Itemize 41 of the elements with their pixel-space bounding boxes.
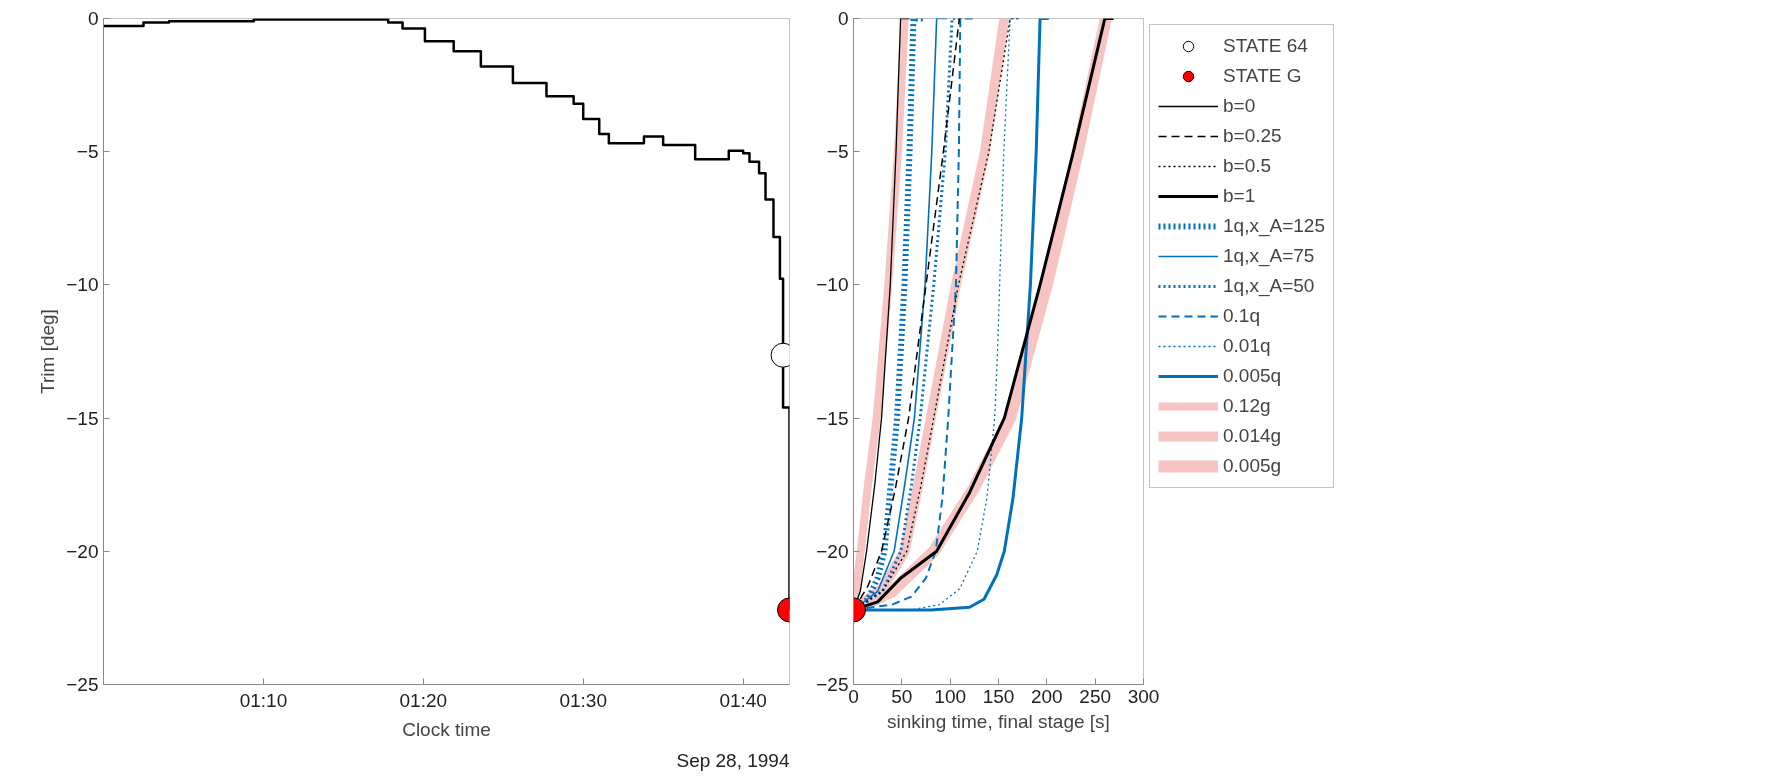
x-tick-label: 300 (1127, 685, 1160, 707)
legend-label: b=1 (1223, 184, 1256, 208)
y-tick-label: −5 (826, 141, 849, 163)
legend-label: 1q,x_A=125 (1223, 214, 1325, 239)
legend-label: STATE 64 (1223, 34, 1308, 58)
x-axis-title: Clock time (402, 718, 491, 740)
legend-label: 0.014g (1223, 424, 1282, 448)
legend-label: b=0.25 (1223, 124, 1282, 148)
y-tick-label: −15 (816, 407, 849, 429)
y-tick-label: −10 (66, 274, 99, 296)
y-tick-label: 0 (837, 8, 849, 29)
x-tick-label: 250 (1079, 685, 1112, 707)
y-tick-label: −20 (66, 540, 99, 562)
x-tick-label: 01:10 (239, 689, 288, 711)
x-tick-label: 150 (982, 685, 1015, 707)
legend-label: 1q,x_A=75 (1223, 244, 1315, 269)
y-tick-label: −15 (66, 407, 99, 429)
x-tick-label: 100 (934, 685, 967, 707)
legend-label: b=0 (1223, 94, 1256, 118)
legend-label: b=0.5 (1223, 154, 1272, 178)
y-tick-label: −25 (66, 674, 99, 695)
y-tick-label: −25 (816, 674, 849, 695)
legend-label: STATE G (1223, 64, 1302, 88)
legend-label: 0.1q (1223, 304, 1260, 328)
x-tick-label: 01:40 (719, 689, 767, 711)
x-tick-label: 01:20 (399, 689, 448, 711)
y-tick-label: −5 (76, 141, 99, 163)
legend-label: 0.005g (1223, 454, 1282, 478)
x-tick-label: 200 (1030, 685, 1063, 707)
x-axis-title: sinking time, final stage [s] (887, 710, 1110, 732)
x-tick-label: 01:30 (559, 689, 607, 711)
x-tick-label: 50 (891, 685, 913, 707)
text: Sep 28, 1994 (676, 749, 790, 771)
y-axis-title: Trim [deg] (37, 309, 59, 394)
legend-label: 0.01q (1223, 334, 1271, 358)
y-tick-label: 0 (87, 8, 99, 29)
legend-label: 0.12g (1223, 394, 1271, 418)
y-tick-label: −20 (816, 540, 849, 562)
legend-label: 0.005q (1223, 364, 1282, 388)
legend-label: 1q,x_A=50 (1223, 274, 1315, 299)
y-tick-label: −10 (816, 274, 849, 296)
